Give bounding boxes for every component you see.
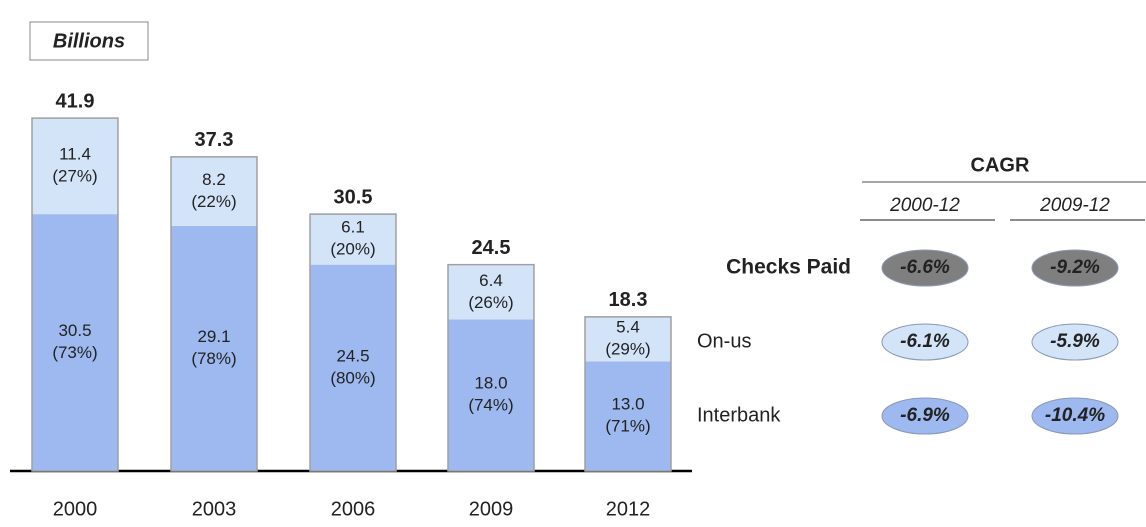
x-tick-label: 2000 — [53, 498, 98, 520]
cagr-value: -6.6% — [900, 257, 950, 278]
segment-share: (80%) — [330, 368, 375, 387]
total-label: 41.9 — [56, 90, 95, 112]
row-label: Interbank — [697, 404, 781, 426]
segment-share: (29%) — [605, 339, 650, 358]
bar-outline — [309, 213, 397, 472]
cagr-oval — [1031, 249, 1119, 287]
segment-value: 8.2 — [202, 170, 226, 189]
bar-outline — [31, 117, 119, 472]
period-label: 2000-12 — [889, 195, 960, 216]
segment-share: (74%) — [468, 396, 513, 415]
segment-value: 11.4 — [59, 145, 91, 164]
segment-value: 13.0 — [611, 395, 644, 414]
total-label: 18.3 — [609, 289, 648, 311]
period-label: 2009-12 — [1039, 195, 1110, 216]
x-tick-label: 2009 — [469, 498, 514, 520]
cagr-oval — [881, 397, 969, 435]
total-label: 37.3 — [195, 129, 234, 151]
segment-share: (20%) — [330, 239, 375, 258]
x-tick-label: 2012 — [606, 498, 651, 520]
bar-segment — [585, 316, 671, 362]
row-label: On-us — [697, 330, 751, 352]
cagr-value: -6.1% — [900, 331, 950, 352]
bar-segment — [32, 214, 118, 471]
cagr-oval — [1031, 323, 1119, 361]
unit-label: Billions — [53, 30, 125, 52]
segment-share: (71%) — [605, 417, 650, 436]
bar-outline — [170, 156, 258, 472]
x-tick-label: 2003 — [192, 498, 237, 520]
cagr-value: -10.4% — [1045, 405, 1105, 426]
segment-value: 30.5 — [58, 321, 91, 340]
segment-share: (73%) — [52, 343, 97, 362]
segment-value: 6.4 — [479, 271, 503, 290]
segment-value: 6.1 — [341, 217, 365, 236]
bar-segment — [585, 361, 671, 471]
bar-outline — [447, 263, 535, 472]
bar-segment — [32, 118, 118, 215]
total-label: 24.5 — [472, 237, 511, 259]
cagr-oval — [881, 323, 969, 361]
segment-value: 5.4 — [616, 317, 640, 336]
segment-share: (78%) — [191, 349, 236, 368]
bar-segment — [448, 265, 534, 320]
cagr-value: -6.9% — [900, 405, 950, 426]
bar-segment — [171, 156, 257, 226]
row-label: Checks Paid — [726, 256, 851, 279]
segment-value: 18.0 — [474, 374, 507, 393]
bar-segment — [310, 264, 396, 471]
table-title: CAGR — [971, 154, 1030, 176]
total-label: 30.5 — [334, 186, 373, 208]
segment-share: (26%) — [468, 293, 513, 312]
cagr-oval — [1031, 397, 1119, 435]
bar-segment — [171, 225, 257, 471]
segment-value: 24.5 — [336, 346, 369, 365]
segment-share: (22%) — [191, 192, 236, 211]
x-tick-label: 2006 — [331, 498, 376, 520]
bar-segment — [448, 319, 534, 471]
bar-outline — [584, 316, 672, 472]
cagr-oval — [881, 249, 969, 287]
segment-value: 29.1 — [197, 327, 230, 346]
cagr-value: -9.2% — [1050, 257, 1100, 278]
segment-share: (27%) — [52, 167, 97, 186]
unit-box — [29, 21, 149, 61]
bar-segment — [310, 213, 396, 265]
cagr-value: -5.9% — [1050, 331, 1100, 352]
